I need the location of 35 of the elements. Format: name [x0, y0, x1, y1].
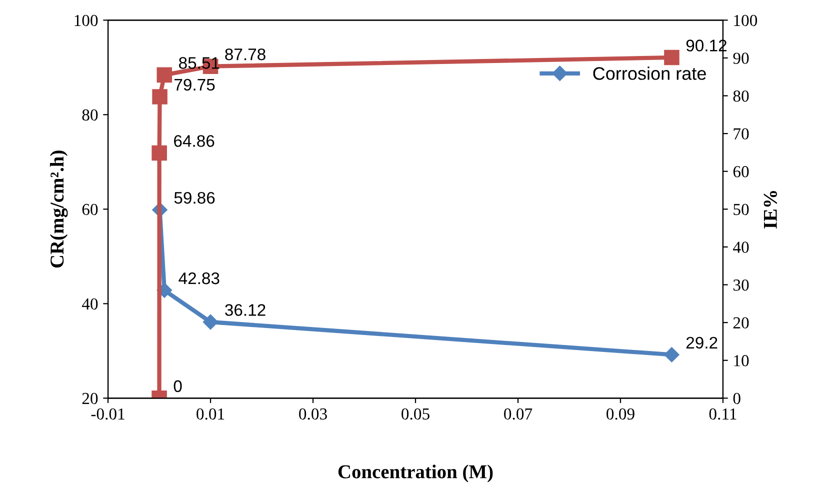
data-label: 36.12 — [225, 304, 266, 316]
x-tick-label: 0.01 — [196, 408, 224, 420]
data-label: 64.86 — [174, 135, 214, 147]
data-label: 59.86 — [174, 192, 215, 204]
y2-tick-label: 10 — [734, 355, 749, 366]
x-tick-label: 0.05 — [402, 408, 430, 420]
x-tick-label: 0.09 — [606, 408, 634, 420]
data-label: 87.78 — [225, 48, 266, 60]
y2-tick-label: 100 — [734, 14, 758, 26]
y-tick-label: 60 — [82, 204, 98, 216]
y-tick-label: 80 — [82, 109, 98, 121]
x-tick-label: 0.03 — [299, 408, 327, 420]
y2-tick-label: 50 — [734, 204, 749, 216]
x-tick-label: 0.11 — [709, 408, 736, 420]
y2-tick-label: 60 — [733, 166, 749, 178]
y2-tick-label: 0 — [733, 392, 740, 404]
y2-tick-label: 40 — [733, 242, 749, 253]
data-label: 0 — [174, 380, 182, 392]
x-tick-label: -0.01 — [91, 408, 124, 420]
y2-tick-label: 80 — [733, 90, 749, 102]
y-tick-label: 100 — [74, 14, 98, 26]
y2-tick-label: 20 — [733, 317, 749, 329]
legend-label: Corrosion rate — [593, 66, 706, 80]
data-label: 29.2 — [686, 336, 718, 349]
y-tick-label: 40 — [82, 298, 98, 310]
y2-tick-label: 30 — [733, 279, 749, 291]
x-axis-title: Concentration (M) — [338, 464, 493, 482]
y2-tick-label: 90 — [733, 52, 749, 64]
y-tick-label: 20 — [82, 392, 98, 404]
data-label: 42.83 — [178, 272, 220, 284]
data-label: 79.75 — [174, 78, 215, 91]
y-axis-title: CR(mg/cm².h) — [50, 150, 68, 268]
y2-tick-label: 70 — [734, 128, 749, 140]
x-tick-label: 0.07 — [504, 408, 532, 420]
y2-axis-title: IE% — [764, 190, 777, 228]
